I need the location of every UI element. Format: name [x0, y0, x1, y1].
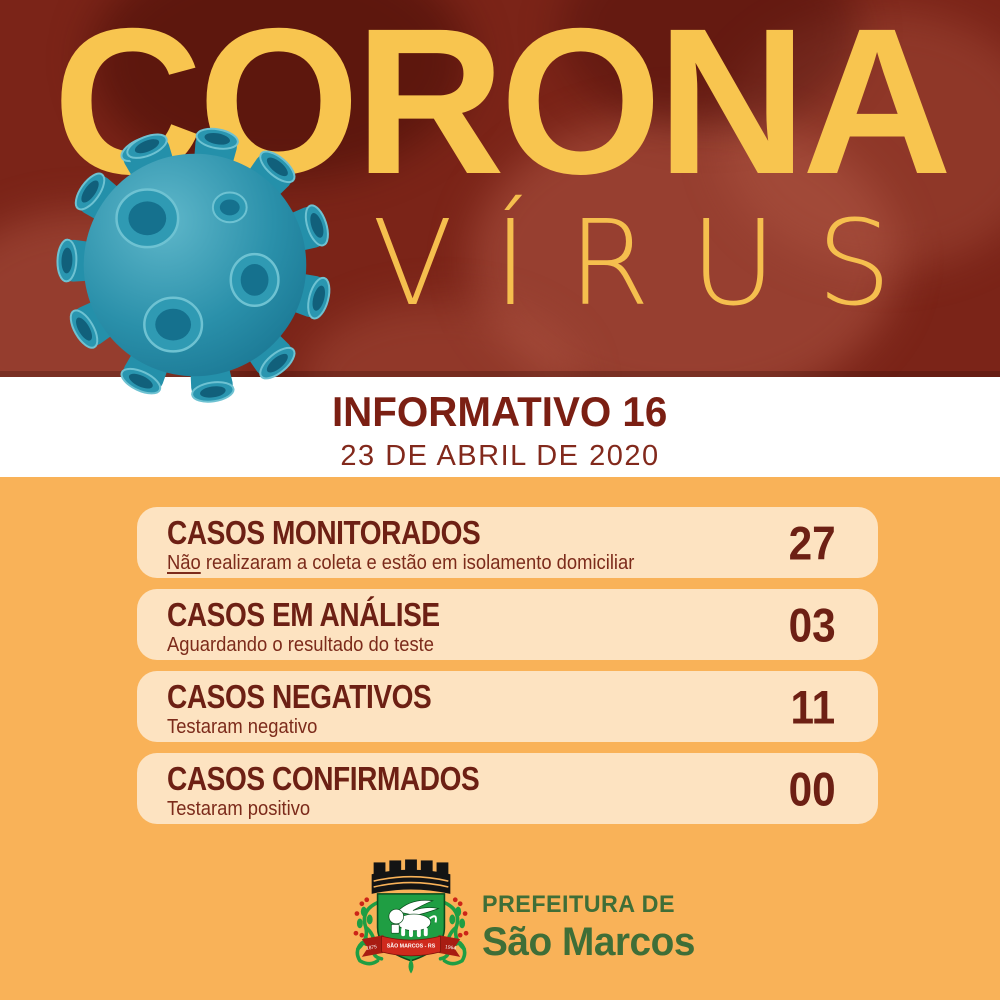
subtitle-text: Testaram positivo — [167, 797, 311, 820]
stat-card-negativos: CASOS NEGATIVOS Testaram negativo 11 — [137, 671, 878, 742]
hero-banner: CORONA VÍRUS — [0, 0, 1000, 377]
sao-marcos-crest-icon: SÃO MARCOS - RS 1875 1964 — [353, 859, 470, 974]
stat-card-analise: CASOS EM ANÁLISE Aguardando o resultado … — [137, 589, 878, 660]
mural-crown-shape — [371, 859, 451, 894]
crest-year-left: 1875 — [366, 944, 378, 952]
stats-card-list: CASOS MONITORADOS Não realizaram a colet… — [137, 507, 878, 835]
stat-card-confirmados: CASOS CONFIRMADOS Testaram positivo 00 — [137, 753, 878, 824]
subtitle-text: Aguardando o resultado do teste — [167, 633, 435, 656]
stat-card-title: CASOS EM ANÁLISE — [167, 596, 440, 633]
stat-card-subtitle: Testaram positivo — [167, 798, 310, 820]
virus-texture-blob — [720, 10, 1000, 270]
subtitle-text: realizaram a coleta e estão em isolament… — [200, 551, 635, 574]
underlined-word: Não — [167, 551, 201, 574]
stats-section: CASOS MONITORADOS Não realizaram a colet… — [0, 477, 1000, 1000]
stat-card-title: CASOS NEGATIVOS — [167, 678, 432, 715]
stat-card-value: 03 — [788, 598, 836, 651]
crest-ribbon: SÃO MARCOS - RS 1875 1964 — [361, 935, 461, 957]
bulletin-title: INFORMATIVO 16 — [332, 388, 668, 435]
org-name-line1: PREFEITURA DE — [482, 891, 675, 918]
crest-banner-text: SÃO MARCOS - RS — [387, 942, 436, 949]
stat-card-title: CASOS CONFIRMADOS — [167, 760, 480, 797]
organization-name: PREFEITURA DE São Marcos — [482, 891, 702, 965]
bulletin-date: 23 DE ABRIL DE 2020 — [340, 440, 660, 472]
stat-card-subtitle: Testaram negativo — [167, 716, 317, 738]
stat-card-subtitle: Aguardando o resultado do teste — [167, 634, 434, 656]
winged-lion-shape — [388, 899, 440, 938]
org-name-line2: São Marcos — [482, 920, 695, 964]
virus-texture-blob — [470, 110, 900, 377]
stat-card-value: 11 — [790, 680, 836, 733]
crest-year-right: 1964 — [445, 944, 457, 952]
poster-title-virus: VÍRUS — [372, 194, 932, 332]
stat-card-value: 00 — [788, 762, 836, 815]
virus-surface-caps — [115, 188, 280, 353]
bulletin-band: INFORMATIVO 16 23 DE ABRIL DE 2020 — [0, 377, 1000, 477]
stat-card-value: 27 — [788, 516, 836, 569]
stat-card-monitorados: CASOS MONITORADOS Não realizaram a colet… — [137, 507, 878, 578]
subtitle-text: Testaram negativo — [167, 715, 318, 738]
stat-card-title: CASOS MONITORADOS — [167, 514, 481, 551]
stat-card-subtitle: Não realizaram a coleta e estão em isola… — [167, 552, 634, 574]
coronavirus-3d-icon — [55, 124, 335, 406]
